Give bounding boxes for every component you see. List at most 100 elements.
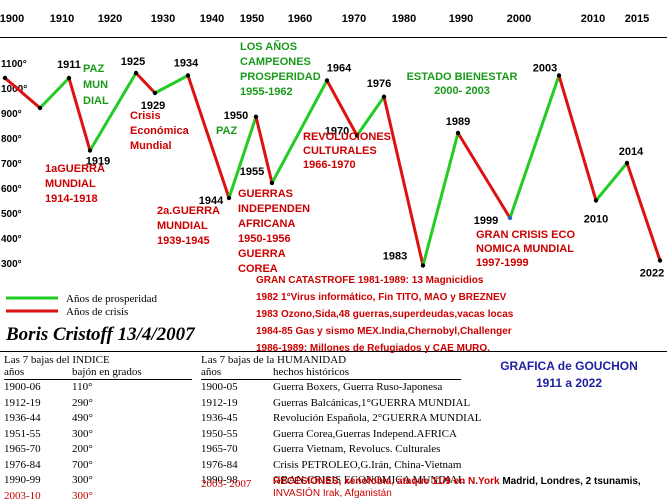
note-guerra2: MUNDIAL <box>157 220 208 232</box>
last-row-red: RECESIONES, xenofobia, ataque 11/9 en N.… <box>273 476 500 487</box>
y-tick-label: 900° <box>1 109 22 120</box>
series-segment-crisis <box>134 71 157 95</box>
point-year-label: 2022 <box>640 268 664 280</box>
index-cell: 1976-84 <box>4 458 41 471</box>
point-year-label: 1955 <box>240 166 264 178</box>
series-segment-crisis <box>3 76 42 110</box>
series-segment-crisis <box>456 131 512 220</box>
data-point <box>253 114 259 119</box>
top-year-label: 1940 <box>200 13 224 25</box>
humanity-cell: Guerra Vietnam, Revolucs. Culturales <box>273 443 441 455</box>
humanity-cell: 1990-98 <box>201 474 238 486</box>
humanity-header-rule <box>201 379 461 380</box>
data-point <box>324 78 330 83</box>
series-segment-crisis <box>382 95 425 267</box>
data-point <box>87 148 93 153</box>
point-year-label: 2003 <box>533 63 557 75</box>
note-paz-mundial: PAZ <box>83 63 104 75</box>
note-guerras55: AFRICANA <box>238 218 295 230</box>
point-year-label: 1999 <box>474 215 498 227</box>
note-revoluciones: 1966-1970 <box>303 159 356 171</box>
y-tick-label: 700° <box>1 159 22 170</box>
point-year-label: 1934 <box>174 58 199 70</box>
y-tick-label: 600° <box>1 184 22 195</box>
note-crisis29: Crisis <box>130 110 161 122</box>
note-revoluciones: REVOLUCIONES <box>303 131 391 143</box>
catastrofe-line: 1983 Ozono,Sida,48 guerras,superdeudas,v… <box>256 309 514 320</box>
data-point <box>66 75 72 81</box>
note-crisis29: Mundial <box>130 140 172 152</box>
series-segment-crisis <box>67 76 92 152</box>
top-year-label: 1950 <box>240 13 264 25</box>
top-year-label: 1980 <box>392 13 416 25</box>
humanity-cell: Guerra Corea,Guerras Independ.AFRICA <box>273 427 457 440</box>
series-segment-prosperity <box>227 115 258 200</box>
data-point <box>354 133 360 138</box>
series-segment-prosperity <box>38 76 71 110</box>
note-campeones: LOS AÑOS <box>240 40 297 53</box>
index-header-rule <box>4 379 192 380</box>
point-year-label: 1983 <box>383 251 407 263</box>
humanity-cell: 1976-84 <box>201 458 238 471</box>
humanity-cell: Crisis PETROLEO,G.Irán, China-Vietnam <box>273 458 462 471</box>
index-cell: 490° <box>72 412 93 424</box>
catastrofe-line: 1982 1°Virus informático, Fin TITO, MAO … <box>256 292 507 303</box>
note-guerras55: GUERRAS <box>238 188 293 200</box>
index-cell: 1912-19 <box>4 396 41 409</box>
top-year-label: 2010 <box>581 13 605 25</box>
data-point <box>420 263 426 268</box>
index-cell: 110° <box>72 381 93 393</box>
point-year-label: 1944 <box>199 195 224 207</box>
point-year-label: 1929 <box>141 100 165 112</box>
series-segment-prosperity <box>355 95 386 137</box>
point-year-label: 1919 <box>86 156 110 168</box>
note-crisis99: 1997-1999 <box>476 257 529 269</box>
y-tick-label: 1100° <box>1 59 27 70</box>
note-guerra1: 1aGUERRA <box>45 163 105 175</box>
data-point <box>269 180 275 186</box>
index-cell: 300° <box>72 427 93 440</box>
data-point <box>507 215 513 221</box>
catastrofe-line: GRAN CATASTROFE 1981-1989: 13 Magnicidio… <box>256 275 484 286</box>
y-tick-label: 400° <box>1 234 22 245</box>
point-year-label: 2010 <box>584 214 608 226</box>
point-year-label: 1925 <box>121 56 145 68</box>
index-cell: 1965-70 <box>4 443 41 455</box>
note-paz-mundial: DIAL <box>83 95 109 107</box>
top-year-label: 1910 <box>50 13 74 25</box>
series-segment-crisis <box>186 74 231 200</box>
note-estado: ESTADO BIENESTAR <box>407 71 518 83</box>
point-year-label: 1911 <box>57 59 81 71</box>
humanity-cell: 1912-19 <box>201 396 238 409</box>
note-campeones: 1955-1962 <box>240 86 293 98</box>
catastrofe-line: 1984-85 Gas y sismo MEX.India,Chernobyl,… <box>256 326 512 337</box>
index-cell: 1990-99 <box>4 474 41 486</box>
series-segment-prosperity <box>594 161 629 202</box>
data-point <box>133 70 139 76</box>
point-year-label: 1970 <box>325 126 349 138</box>
data-point <box>226 195 232 201</box>
note-campeones: CAMPEONES <box>240 56 311 68</box>
point-year-label: 1950 <box>224 110 248 122</box>
data-point <box>624 160 630 166</box>
top-year-label: 1990 <box>449 13 473 25</box>
top-year-label: 1970 <box>342 13 366 25</box>
index-cell: 300° <box>72 474 93 486</box>
index-cell: 1900-06 <box>4 381 41 393</box>
data-point <box>593 198 599 203</box>
last-row-black: Madrid, Londres, 2 tsunamis, <box>499 476 641 487</box>
index-cell: 290° <box>72 396 93 409</box>
data-point <box>2 75 8 81</box>
note-crisis99: GRAN CRISIS ECO <box>476 229 575 241</box>
series-segment-prosperity <box>270 79 329 185</box>
humanity-header: años <box>201 366 222 378</box>
note-guerras55: 1950-1956 <box>238 233 291 245</box>
humanity-cell: 1965-70 <box>201 443 238 455</box>
note-guerra2: 1939-1945 <box>157 235 210 247</box>
point-year-label: 1989 <box>446 116 470 128</box>
note-paz: PAZ <box>216 125 237 137</box>
legend-label-crisis: Años de crisis <box>66 306 128 318</box>
humanity-cell: Guerras Balcánicas,1°GUERRA MUNDIAL <box>273 396 471 409</box>
y-tick-label: 800° <box>1 134 22 145</box>
